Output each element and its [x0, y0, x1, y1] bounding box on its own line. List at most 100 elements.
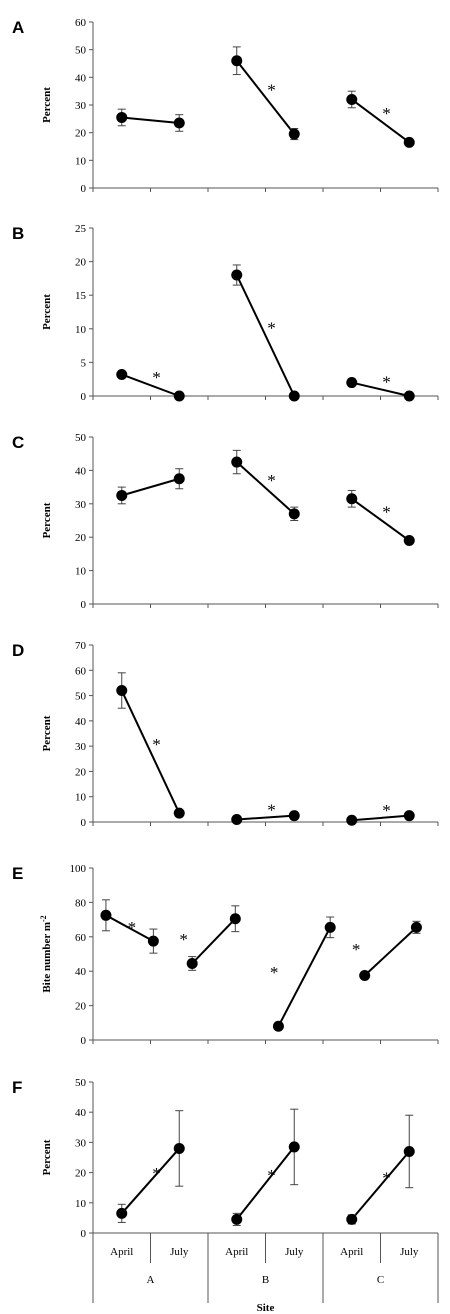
series-line [121, 373, 180, 397]
y-tick-label: 25 [75, 223, 87, 235]
data-point [173, 473, 185, 485]
series-line [351, 497, 410, 542]
significance-star: * [267, 80, 276, 99]
y-tick-label: 20 [75, 1168, 87, 1180]
y-tick-label: 30 [75, 741, 87, 753]
y-tick-label: 10 [75, 155, 87, 167]
y-tick-label: 0 [81, 391, 87, 403]
y-tick-label: 20 [75, 257, 87, 269]
y-tick-label: 0 [81, 599, 87, 611]
data-point [116, 489, 128, 501]
data-point [403, 810, 415, 822]
y-axis-label-superscript: -2 [39, 915, 48, 922]
y-tick-label: 0 [81, 1228, 87, 1240]
category-label: July [400, 1246, 419, 1258]
data-point [173, 807, 185, 819]
data-point [288, 390, 300, 402]
significance-star: * [267, 319, 276, 338]
data-point [231, 55, 243, 67]
category-axis: April July April July April July A B C Site [92, 1237, 439, 1314]
x-axis-label: Site [257, 1302, 275, 1314]
y-tick-label: 60 [75, 932, 87, 944]
series-line [351, 98, 410, 144]
series-line [236, 461, 295, 515]
y-tick-label: 20 [75, 532, 87, 544]
category-label: April [340, 1246, 363, 1258]
panel-letter: C [12, 433, 24, 452]
panel-D: D 0 10 20 30 40 50 60 70 Percent * * * [12, 640, 439, 829]
significance-star: * [128, 918, 137, 937]
y-axis-label: Percent [41, 87, 53, 123]
data-point [346, 1213, 358, 1225]
series-line [277, 926, 332, 1027]
data-point [147, 935, 159, 947]
data-point [288, 810, 300, 822]
site-label: A [147, 1274, 155, 1286]
significance-star: * [270, 963, 279, 982]
y-tick-label: 40 [75, 1107, 87, 1119]
y-axis-label: Bite number m-2 [39, 915, 53, 992]
y-tick-label: 0 [81, 817, 87, 829]
data-point [288, 128, 300, 140]
significance-star: * [382, 104, 391, 123]
series-line [351, 814, 410, 822]
significance-star: * [152, 735, 161, 754]
data-point [346, 493, 358, 505]
series-line [351, 381, 410, 397]
y-tick-label: 80 [75, 897, 87, 909]
significance-star: * [352, 940, 361, 959]
y-tick-label: 10 [75, 324, 87, 336]
series-line [121, 477, 180, 497]
data-point [403, 390, 415, 402]
significance-star: * [382, 372, 391, 391]
significance-star: * [267, 471, 276, 490]
data-point [173, 1142, 185, 1154]
series-line [235, 1146, 296, 1221]
panel-letter: E [12, 864, 23, 883]
significance-star: * [267, 801, 276, 820]
series-line [364, 926, 418, 977]
site-label: C [377, 1274, 384, 1286]
y-tick-label: 40 [75, 72, 87, 84]
data-point [359, 970, 371, 981]
series-line [191, 918, 237, 965]
panel-letter: B [12, 224, 24, 243]
data-point [186, 957, 198, 969]
data-point [173, 390, 185, 402]
panel-letter: F [12, 1078, 22, 1097]
data-point [116, 685, 128, 697]
data-point [231, 1213, 243, 1225]
y-tick-label: 50 [75, 691, 87, 703]
y-axis-label: Percent [41, 1139, 53, 1175]
category-label: July [285, 1246, 304, 1258]
data-point [272, 1020, 284, 1032]
y-tick-label: 40 [75, 465, 87, 477]
series-line [105, 914, 154, 942]
y-tick-label: 20 [75, 1001, 87, 1013]
y-tick-label: 70 [75, 640, 87, 652]
y-tick-label: 50 [75, 45, 87, 57]
y-tick-label: 10 [75, 792, 87, 804]
data-point [116, 111, 128, 123]
y-tick-label: 5 [81, 357, 87, 369]
significance-star: * [152, 1164, 161, 1183]
data-point [173, 117, 185, 129]
y-tick-label: 20 [75, 766, 87, 778]
y-tick-label: 60 [75, 665, 87, 677]
y-tick-label: 50 [75, 432, 87, 444]
data-point [231, 813, 243, 825]
data-point [231, 269, 243, 281]
y-tick-label: 60 [75, 17, 87, 29]
series-line [235, 274, 296, 397]
category-label: April [110, 1246, 133, 1258]
panel-A: A 0 10 20 30 40 50 60 Percent * * [12, 17, 439, 195]
data-point [100, 909, 112, 921]
data-point [116, 1207, 128, 1219]
data-point [403, 136, 415, 148]
panel-C: C 0 10 20 30 40 50 Percent * * [12, 432, 439, 611]
y-tick-label: 30 [75, 100, 87, 112]
series-line [235, 60, 296, 135]
data-point [346, 814, 358, 826]
significance-star: * [382, 503, 391, 522]
